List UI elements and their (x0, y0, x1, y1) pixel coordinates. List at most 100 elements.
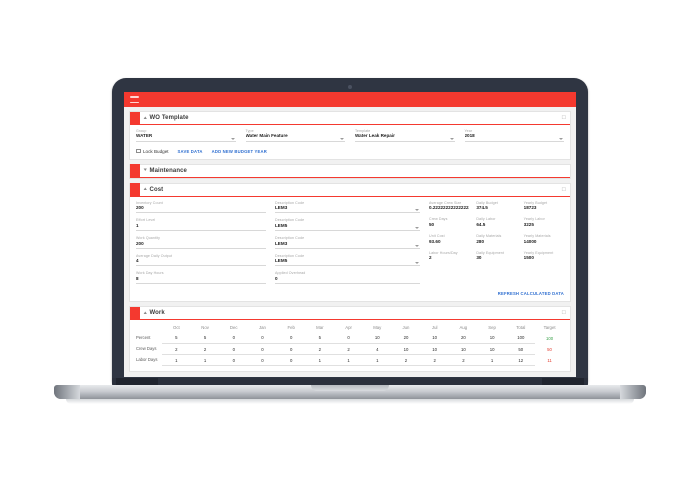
expand-icon[interactable]: ☐ (561, 310, 566, 317)
work-cell[interactable]: 0 (248, 332, 277, 344)
type-select[interactable]: Type Water Main Feature (245, 129, 345, 142)
expand-icon[interactable]: ☐ (561, 115, 566, 121)
work-cell[interactable]: 0 (248, 354, 277, 366)
work-cell[interactable]: 2 (305, 343, 335, 355)
work-cell[interactable]: 2 (190, 343, 220, 355)
work-cell[interactable]: 1 (305, 354, 335, 366)
work-cell[interactable]: 5 (305, 332, 335, 344)
applied-overhead-label: Applied Overhead (275, 271, 306, 276)
chevron-up-icon[interactable]: ▴ (143, 186, 147, 193)
chevron-down-icon[interactable] (230, 137, 235, 140)
expand-icon[interactable]: ☐ (561, 186, 566, 193)
chevron-down-icon[interactable]: ▾ (143, 167, 147, 174)
work-cell[interactable]: 50 (506, 343, 536, 355)
add-new-budget-year-button[interactable]: ADD NEW BUDGET YEAR (211, 148, 267, 154)
description-code-select-4[interactable]: Description Code LEM5 (275, 254, 420, 267)
year-select[interactable]: Year 2018 (464, 129, 564, 142)
template-select[interactable]: Template Water Leak Repair (355, 129, 455, 142)
work-table: Oct Nov Dec Jan Feb Mar Apr May Jun Jul Aug Sep Tota… (136, 324, 564, 366)
work-cell[interactable]: 0 (219, 343, 249, 355)
chevron-down-icon[interactable] (340, 137, 344, 140)
yearly-materials-label: Yearly Materials (523, 234, 551, 239)
work-column-header: Apr (345, 325, 352, 331)
effort-level-input[interactable]: Effort Level 1 (136, 218, 266, 232)
work-cell[interactable]: 10 (420, 332, 450, 344)
work-cell[interactable]: 1 (162, 354, 191, 366)
chevron-down-icon[interactable] (415, 244, 419, 247)
chevron-down-icon[interactable] (415, 209, 419, 212)
work-cell[interactable]: 10 (477, 343, 507, 355)
work-cell[interactable]: 0 (219, 332, 249, 344)
inventory-count-input[interactable]: Inventory Count 200 (136, 201, 266, 214)
work-cell[interactable]: 10 (362, 332, 392, 344)
work-cell[interactable]: 0 (276, 354, 306, 366)
checkbox-box[interactable] (136, 148, 141, 154)
row-label-header (136, 324, 162, 332)
work-cell[interactable]: 10 (420, 343, 450, 355)
cost-header[interactable]: ▴ Cost ☐ (130, 183, 570, 197)
work-cell[interactable]: 2 (162, 343, 191, 355)
save-data-button[interactable]: SAVE DATA (177, 148, 203, 154)
applied-overhead-input[interactable]: Applied Overhead 0 (275, 271, 420, 285)
work-day-hours-label: Work Day Hours (136, 271, 164, 276)
work-cell[interactable]: 2 (449, 354, 478, 366)
work-cell[interactable]: 5 (162, 332, 191, 344)
work-cell[interactable]: 1 (362, 354, 392, 366)
chevron-down-icon[interactable] (559, 137, 563, 140)
work-cell[interactable]: 2 (334, 343, 363, 355)
work-column-header: Jul (431, 325, 438, 331)
average-daily-output-input[interactable]: Average Daily Output 4 (136, 254, 266, 267)
work-cell[interactable]: 10 (449, 343, 478, 355)
work-quantity-value: 200 (136, 240, 144, 246)
wo-template-header[interactable]: ▴ WO Template ☐ (130, 111, 570, 125)
work-cell[interactable]: 0 (219, 354, 249, 366)
work-cell[interactable]: 0 (334, 332, 363, 344)
chevron-up-icon[interactable]: ▴ (143, 309, 147, 316)
work-cell[interactable]: 12 (506, 354, 536, 366)
laptop-notch (311, 385, 389, 391)
description-code-select-1[interactable]: Description Code LEM3 (275, 201, 420, 214)
group-select[interactable]: Group WATER (136, 129, 236, 142)
work-cell[interactable]: 2 (420, 354, 450, 366)
description-code-label: Description Code (275, 200, 305, 205)
work-cell[interactable]: 20 (391, 332, 421, 344)
work-cell[interactable]: 20 (449, 332, 478, 344)
unit-cost-label: Unit Cost (429, 234, 445, 239)
hamburger-icon[interactable] (130, 96, 139, 103)
work-title: Work (149, 310, 165, 317)
work-header[interactable]: ▴ Work ☐ (130, 306, 570, 321)
refresh-calculated-data-button[interactable]: REFRESH CALCULATED DATA (497, 291, 564, 297)
chevron-up-icon[interactable]: ▴ (143, 114, 147, 121)
maintenance-header[interactable]: ▾ Maintenance (130, 164, 570, 178)
work-day-hours-input[interactable]: Work Day Hours 8 (136, 271, 266, 285)
work-cell[interactable]: 1 (190, 354, 220, 366)
work-cell[interactable]: 10 (477, 332, 507, 344)
wo-template-actions: Lock Budget SAVE DATA ADD NEW BUDGET YEA… (136, 149, 564, 154)
work-cell[interactable]: 1 (477, 354, 507, 366)
daily-equipment-label: Daily Equipment (476, 250, 504, 255)
labor-hours-day-label: Labor Hours/Day (429, 250, 458, 255)
average-crew-size-value: 0.222222222222222 (429, 205, 470, 211)
work-cell[interactable]: 10 (391, 343, 421, 355)
yearly-labor-readout: Yearly Labor 3225 (524, 217, 564, 229)
lock-budget-checkbox[interactable]: Lock Budget (136, 149, 169, 154)
work-cell[interactable]: 0 (248, 343, 277, 355)
work-cell[interactable]: 100 (506, 332, 536, 344)
work-cell[interactable]: 0 (276, 343, 306, 355)
work-cell[interactable]: 1 (334, 354, 363, 366)
description-code-select-2[interactable]: Description Code LEM5 (275, 218, 420, 232)
work-column-header: Jan (258, 325, 266, 331)
chevron-down-icon[interactable] (415, 227, 419, 230)
work-quantity-input[interactable]: Work Quantity 200 (136, 236, 266, 249)
chevron-down-icon[interactable] (415, 262, 419, 265)
section-color-swatch (130, 164, 140, 178)
work-cell[interactable]: 5 (190, 332, 220, 344)
work-cell[interactable]: 4 (362, 343, 392, 355)
description-code-select-3[interactable]: Description Code LEM3 (275, 236, 420, 249)
average-daily-output-label: Average Daily Output (136, 253, 173, 258)
work-cell[interactable]: 2 (391, 354, 421, 366)
work-cell[interactable]: 0 (276, 332, 306, 344)
wo-template-body: Group WATER Type Water Main Feature Temp… (130, 125, 570, 159)
chevron-down-icon[interactable] (449, 137, 454, 140)
crew-days-label: Crew Days (429, 217, 448, 222)
